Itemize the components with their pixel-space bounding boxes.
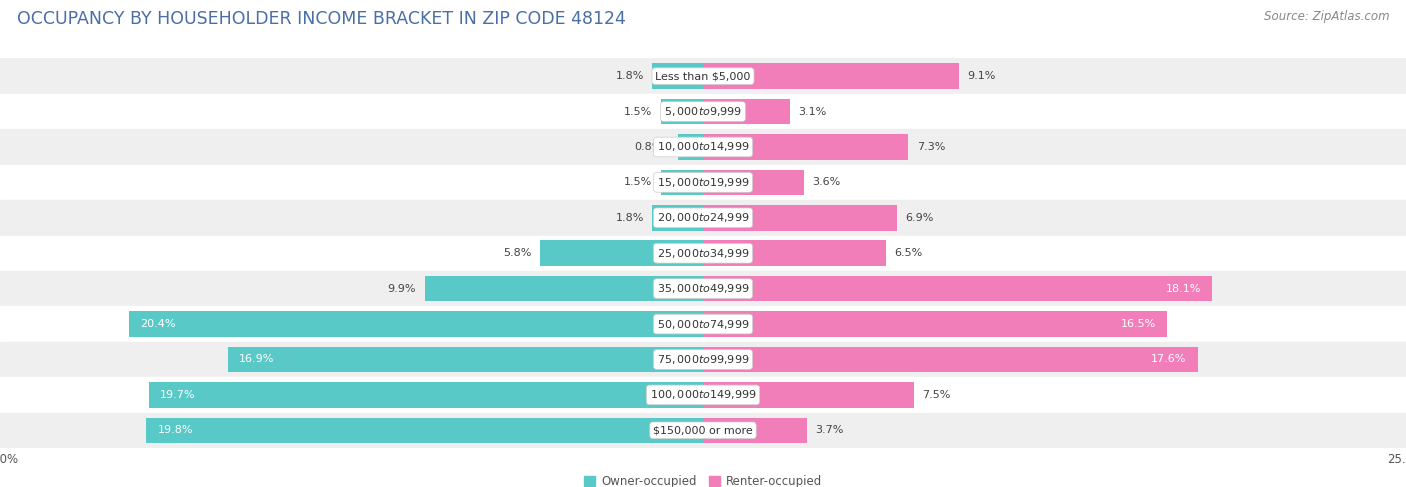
Bar: [703, 382, 914, 408]
Bar: [0, 200, 1406, 236]
Bar: [228, 347, 703, 372]
Bar: [703, 347, 1198, 372]
Text: $35,000 to $49,999: $35,000 to $49,999: [657, 282, 749, 295]
Bar: [703, 63, 959, 89]
Text: 9.1%: 9.1%: [967, 71, 995, 81]
Text: $150,000 or more: $150,000 or more: [654, 425, 752, 435]
Bar: [0, 94, 1406, 129]
Text: 19.8%: 19.8%: [157, 425, 193, 435]
Bar: [540, 241, 703, 266]
Legend: Owner-occupied, Renter-occupied: Owner-occupied, Renter-occupied: [579, 470, 827, 487]
Text: 19.7%: 19.7%: [160, 390, 195, 400]
Text: 9.9%: 9.9%: [388, 283, 416, 294]
Text: Less than $5,000: Less than $5,000: [655, 71, 751, 81]
Bar: [0, 306, 1406, 342]
Bar: [0, 377, 1406, 412]
Text: $15,000 to $19,999: $15,000 to $19,999: [657, 176, 749, 189]
Text: 1.8%: 1.8%: [616, 71, 644, 81]
Bar: [678, 134, 703, 160]
Bar: [0, 412, 1406, 448]
Text: Source: ZipAtlas.com: Source: ZipAtlas.com: [1264, 10, 1389, 23]
Bar: [703, 169, 804, 195]
Bar: [703, 311, 1167, 337]
Text: 3.7%: 3.7%: [815, 425, 844, 435]
Bar: [703, 99, 790, 124]
Bar: [0, 129, 1406, 165]
Bar: [703, 241, 886, 266]
Bar: [0, 236, 1406, 271]
Text: $100,000 to $149,999: $100,000 to $149,999: [650, 389, 756, 401]
Text: 6.9%: 6.9%: [905, 213, 934, 223]
Text: $10,000 to $14,999: $10,000 to $14,999: [657, 140, 749, 153]
Bar: [652, 63, 703, 89]
Text: 7.3%: 7.3%: [917, 142, 945, 152]
Text: 3.1%: 3.1%: [799, 107, 827, 116]
Text: 7.5%: 7.5%: [922, 390, 950, 400]
Text: 20.4%: 20.4%: [141, 319, 176, 329]
Text: 18.1%: 18.1%: [1166, 283, 1201, 294]
Bar: [129, 311, 703, 337]
Bar: [425, 276, 703, 301]
Bar: [703, 276, 1212, 301]
Bar: [661, 169, 703, 195]
Bar: [661, 99, 703, 124]
Text: 17.6%: 17.6%: [1152, 355, 1187, 364]
Text: 16.5%: 16.5%: [1121, 319, 1156, 329]
Text: $75,000 to $99,999: $75,000 to $99,999: [657, 353, 749, 366]
Bar: [149, 382, 703, 408]
Bar: [0, 271, 1406, 306]
Text: 0.89%: 0.89%: [634, 142, 669, 152]
Text: 6.5%: 6.5%: [894, 248, 922, 258]
Text: 1.5%: 1.5%: [624, 107, 652, 116]
Bar: [0, 342, 1406, 377]
Bar: [703, 134, 908, 160]
Bar: [703, 417, 807, 443]
Bar: [146, 417, 703, 443]
Text: 16.9%: 16.9%: [239, 355, 274, 364]
Text: 3.6%: 3.6%: [813, 177, 841, 187]
Text: $5,000 to $9,999: $5,000 to $9,999: [664, 105, 742, 118]
Text: $50,000 to $74,999: $50,000 to $74,999: [657, 318, 749, 331]
Bar: [652, 205, 703, 230]
Bar: [0, 58, 1406, 94]
Text: 1.5%: 1.5%: [624, 177, 652, 187]
Text: $25,000 to $34,999: $25,000 to $34,999: [657, 247, 749, 260]
Bar: [0, 165, 1406, 200]
Text: 5.8%: 5.8%: [503, 248, 531, 258]
Text: OCCUPANCY BY HOUSEHOLDER INCOME BRACKET IN ZIP CODE 48124: OCCUPANCY BY HOUSEHOLDER INCOME BRACKET …: [17, 10, 626, 28]
Text: $20,000 to $24,999: $20,000 to $24,999: [657, 211, 749, 225]
Bar: [703, 205, 897, 230]
Text: 1.8%: 1.8%: [616, 213, 644, 223]
